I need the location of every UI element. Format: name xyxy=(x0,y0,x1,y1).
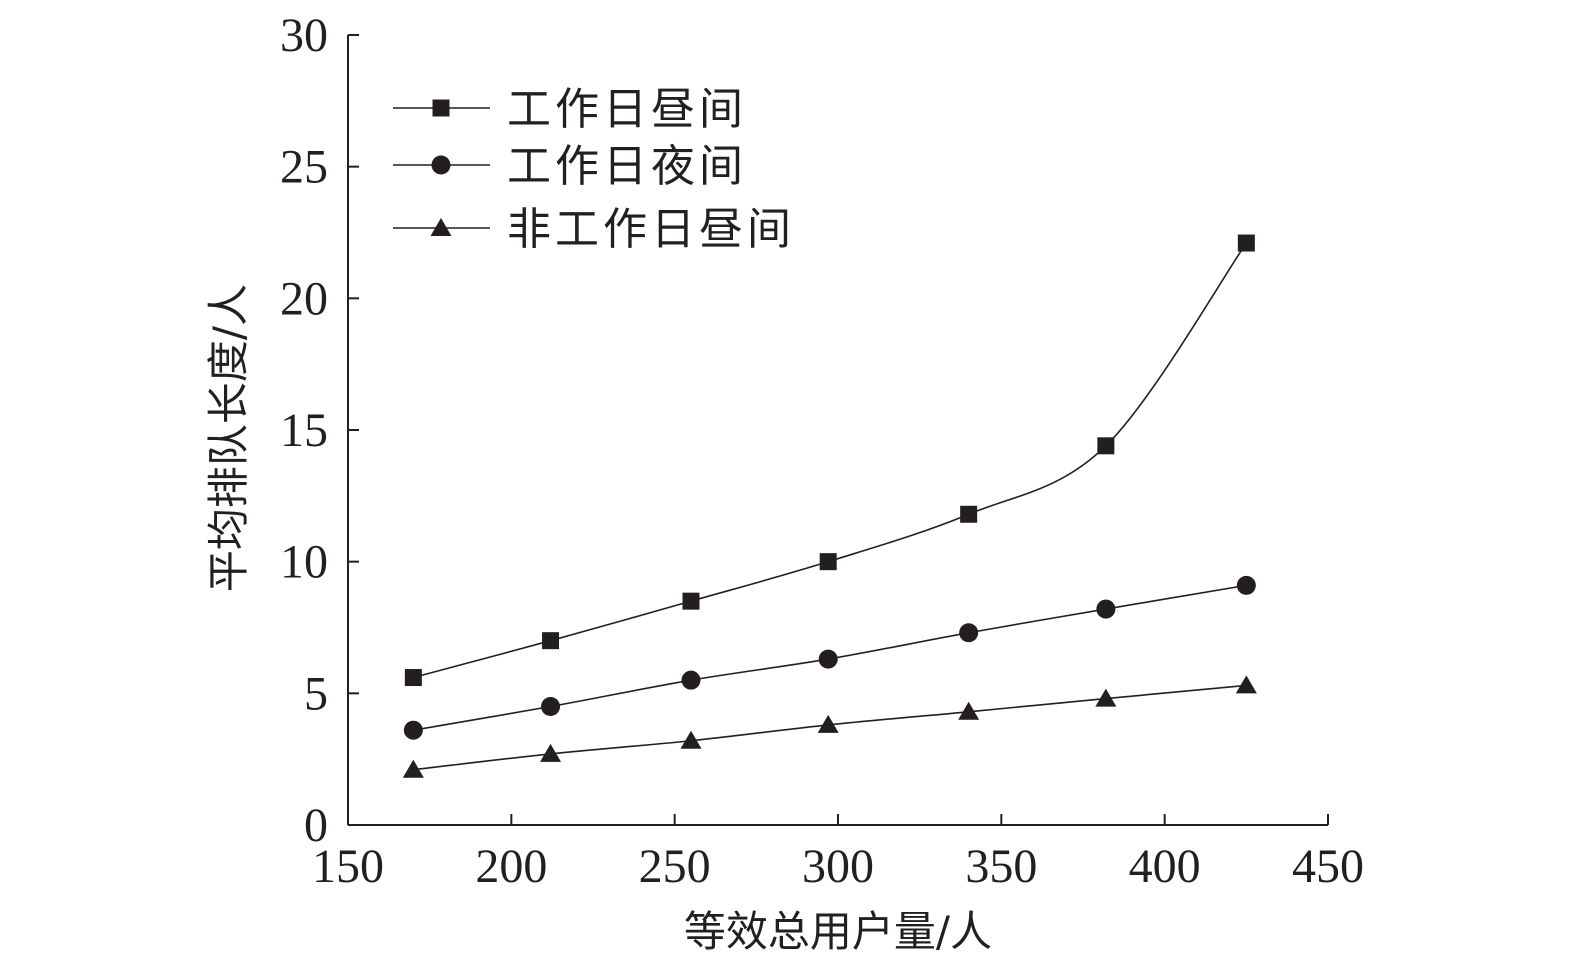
series-triangle xyxy=(402,675,1257,778)
data-point-triangle xyxy=(1095,688,1117,707)
y-tick-label: 0 xyxy=(304,799,328,852)
data-point-triangle xyxy=(680,730,702,749)
series-circle xyxy=(403,575,1256,740)
x-tick-label: 400 xyxy=(1129,840,1201,893)
data-point-square xyxy=(432,99,450,117)
data-point-circle xyxy=(431,155,451,175)
data-point-circle xyxy=(541,697,561,716)
y-tick-label: 15 xyxy=(280,404,328,457)
data-point-circle xyxy=(959,623,979,643)
data-point-circle xyxy=(818,649,838,669)
series-layer xyxy=(402,234,1257,778)
legend-item: 非工作日昼间 xyxy=(393,204,795,255)
data-point-circle xyxy=(403,720,423,740)
legend-item: 工作日昼间 xyxy=(393,84,747,135)
y-ticks: 0 5 10 15 20 25 30 xyxy=(280,9,359,852)
axes xyxy=(347,35,1328,826)
data-point-triangle xyxy=(958,701,980,720)
x-tick-label: 300 xyxy=(802,840,874,893)
data-point-circle xyxy=(1236,575,1256,595)
x-tick-label: 350 xyxy=(965,840,1037,893)
y-tick-label: 30 xyxy=(280,9,328,62)
legend-item: 工作日夜间 xyxy=(393,141,747,192)
data-point-square xyxy=(404,669,422,687)
x-tick-label: 200 xyxy=(475,840,547,893)
data-point-square xyxy=(542,632,560,650)
legend-label: 非工作日昼间 xyxy=(507,204,795,255)
data-point-triangle xyxy=(540,743,562,762)
data-point-circle xyxy=(1096,599,1116,619)
data-point-triangle xyxy=(817,714,839,733)
y-axis-title: 平均排队长度/人 xyxy=(204,284,253,592)
y-tick-label: 10 xyxy=(280,536,328,589)
x-tick-label: 150 xyxy=(312,840,384,893)
legend-label: 工作日昼间 xyxy=(507,84,747,135)
x-axis-title: 等效总用户量/人 xyxy=(684,907,992,956)
data-point-square xyxy=(819,553,837,571)
y-tick-label: 20 xyxy=(280,272,328,325)
x-tick-label: 450 xyxy=(1292,840,1364,893)
x-tick-label: 250 xyxy=(639,840,711,893)
series-square xyxy=(404,234,1255,687)
x-ticks: 150 200 250 300 350 400 450 xyxy=(312,814,1364,893)
series-line xyxy=(413,242,1247,679)
data-point-circle xyxy=(681,670,701,690)
data-point-triangle xyxy=(430,218,452,236)
data-point-triangle xyxy=(402,759,424,778)
y-tick-label: 25 xyxy=(280,141,328,194)
data-point-square xyxy=(682,592,700,610)
data-point-square xyxy=(1237,234,1255,252)
data-point-triangle xyxy=(1235,675,1257,694)
y-tick-label: 5 xyxy=(304,667,328,720)
legend-label: 工作日夜间 xyxy=(507,141,747,192)
data-point-square xyxy=(1097,437,1115,455)
data-point-square xyxy=(960,505,978,523)
